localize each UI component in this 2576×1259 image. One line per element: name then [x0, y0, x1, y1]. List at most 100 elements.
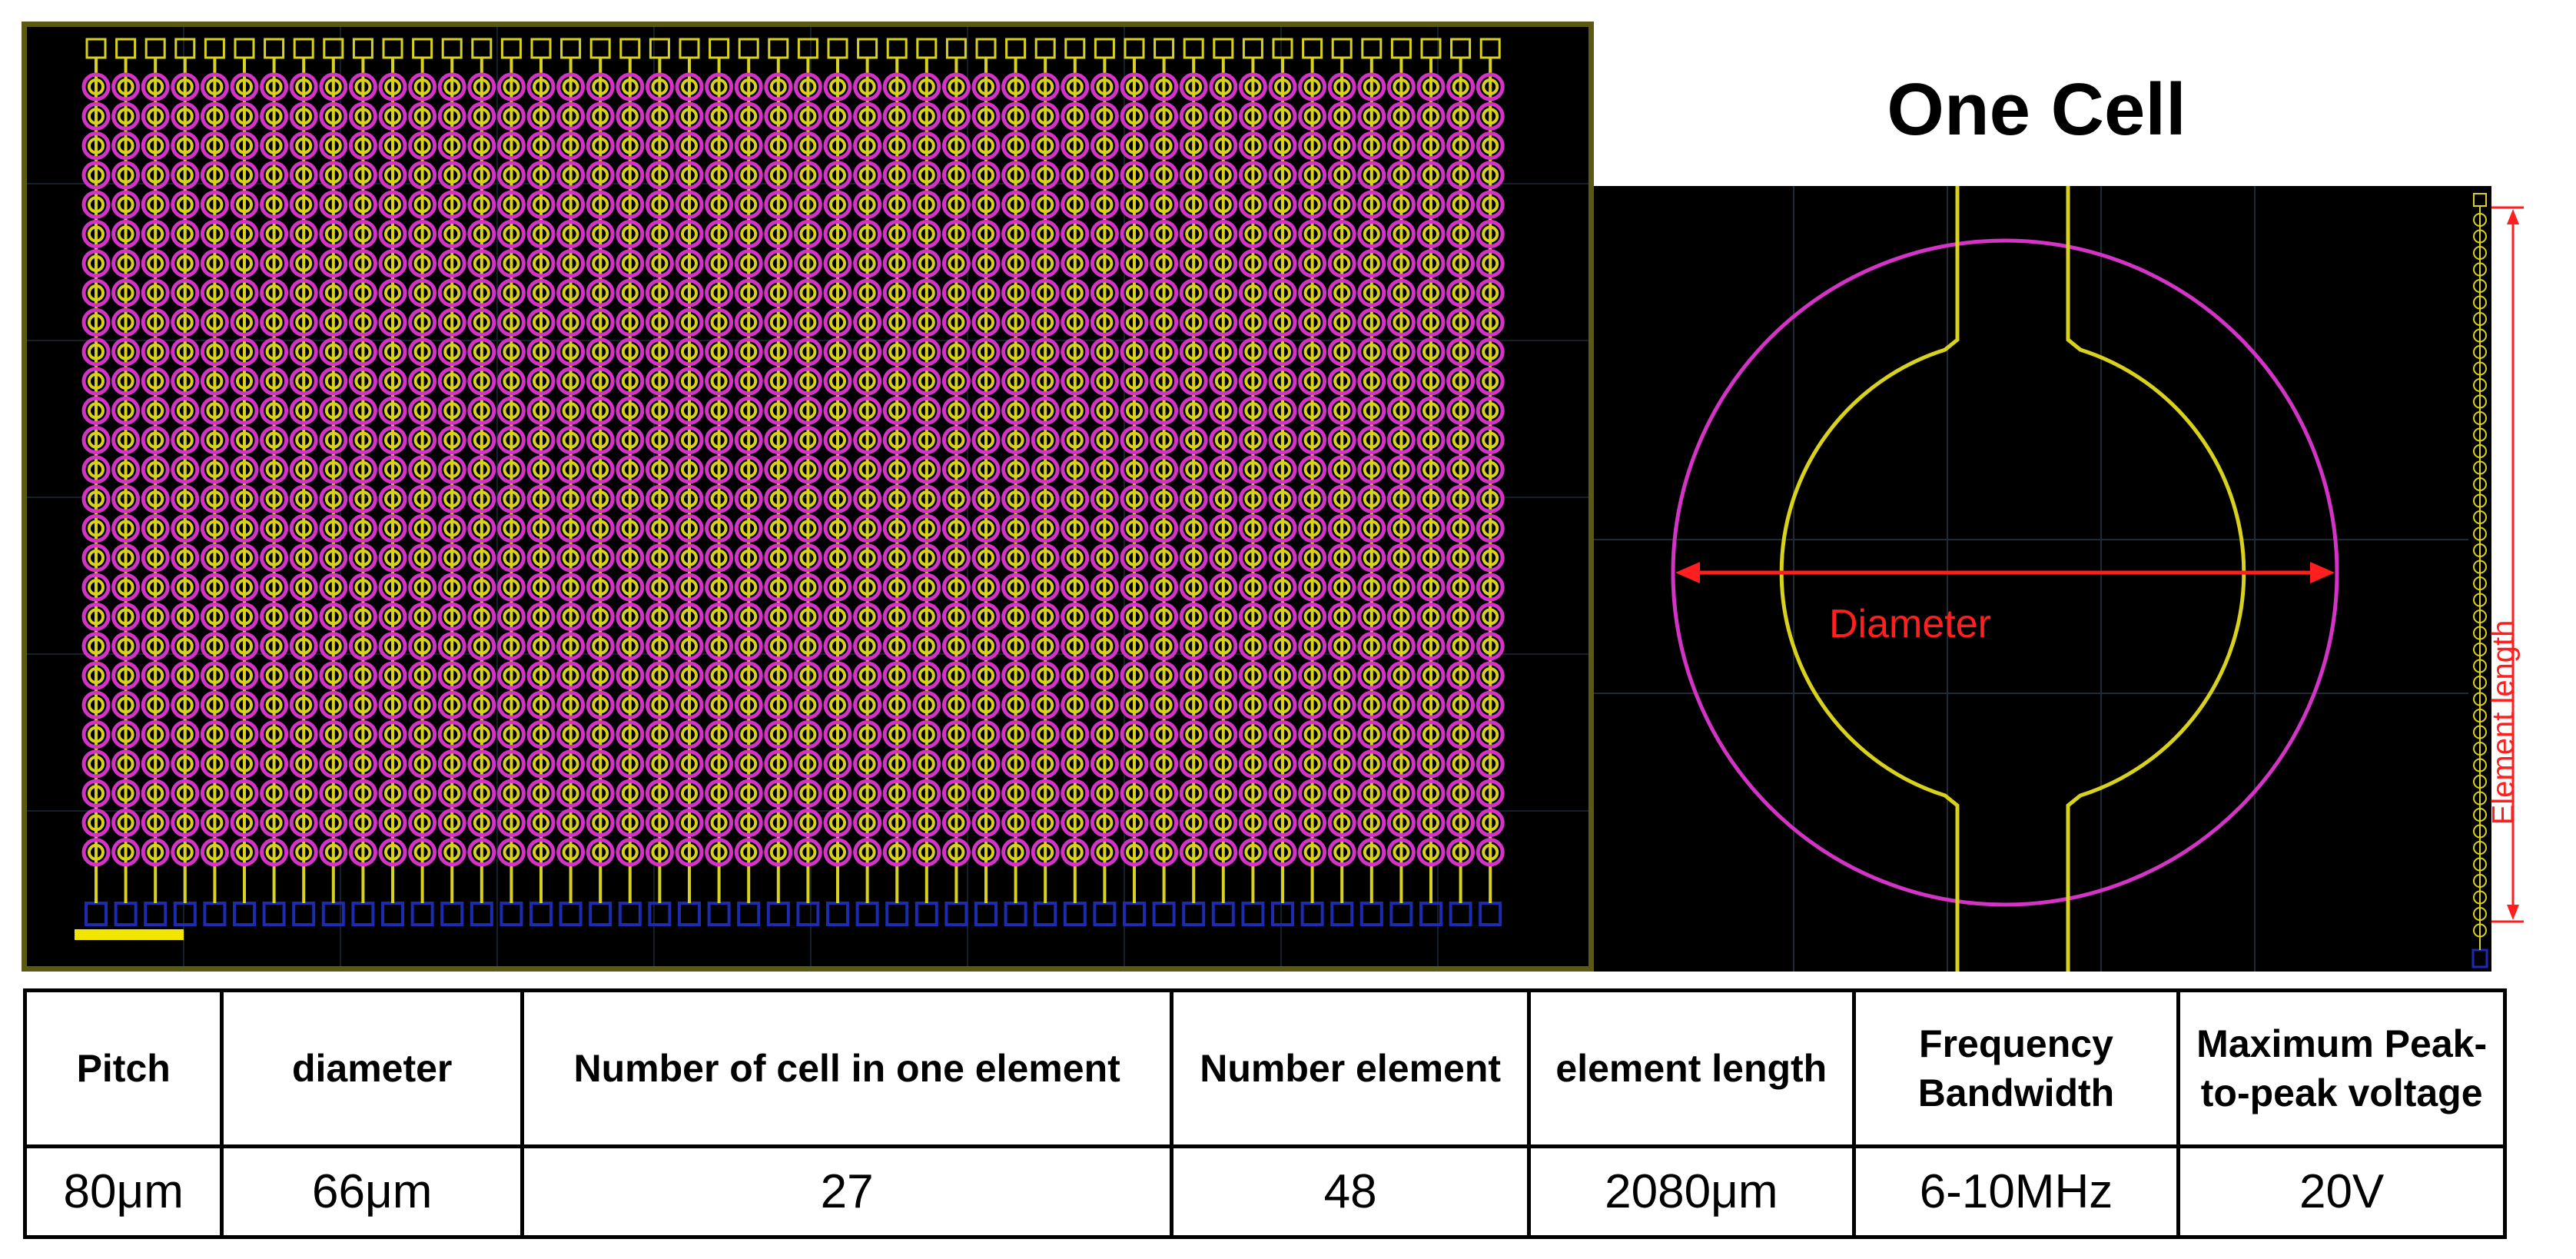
membrane-ring: [289, 220, 318, 248]
top-bond-pad: [293, 38, 314, 59]
membrane-ring: [467, 426, 496, 455]
electrode-ring: [621, 843, 639, 861]
membrane-ring: [734, 514, 763, 543]
membrane-ring: [1268, 337, 1297, 367]
electrode-ring: [1096, 225, 1114, 243]
membrane-ring: [1327, 690, 1356, 719]
electrode-ring: [681, 166, 698, 184]
membrane-ring: [1061, 220, 1090, 248]
membrane-ring: [1031, 131, 1060, 161]
electrode-ring: [503, 78, 520, 95]
electrode-ring: [1244, 814, 1262, 832]
array-element-column: [764, 38, 793, 926]
electrode-ring: [948, 460, 965, 478]
membrane-ring: [1357, 543, 1386, 573]
strip-cell: [2473, 328, 2487, 343]
membrane-ring: [1357, 396, 1386, 425]
membrane-ring: [734, 484, 763, 513]
strip-cell: [2473, 857, 2487, 872]
membrane-ring: [1416, 220, 1446, 248]
membrane-ring: [1238, 543, 1267, 573]
membrane-ring: [882, 749, 911, 779]
top-electrode-outline: [1779, 186, 2246, 972]
membrane-ring: [260, 307, 289, 337]
electrode-ring: [562, 490, 579, 508]
membrane-ring: [586, 161, 615, 190]
electrode-ring: [88, 196, 105, 214]
membrane-ring: [912, 249, 941, 278]
membrane-ring: [823, 220, 852, 248]
electrode-ring: [740, 667, 758, 684]
membrane-ring: [408, 426, 437, 455]
bottom-bond-pad: [648, 902, 672, 926]
membrane-ring: [496, 101, 526, 131]
array-element-column: [1268, 38, 1297, 926]
membrane-ring: [1268, 396, 1297, 425]
membrane-ring: [260, 661, 289, 690]
electrode-ring: [354, 460, 372, 478]
electrode-ring: [1244, 254, 1262, 272]
header-diameter: diameter: [220, 988, 524, 1148]
membrane-ring: [319, 484, 348, 513]
electrode-ring: [1333, 402, 1351, 420]
membrane-ring: [1001, 779, 1031, 808]
membrane-ring: [1150, 455, 1179, 484]
electrode-ring: [503, 284, 520, 302]
electrode-ring: [503, 608, 520, 626]
membrane-ring: [378, 426, 407, 455]
electrode-ring: [948, 696, 965, 714]
membrane-ring: [1238, 161, 1267, 190]
membrane-ring: [645, 749, 674, 779]
membrane-ring: [823, 426, 852, 455]
electrode-ring: [681, 608, 698, 626]
membrane-ring: [1298, 543, 1327, 573]
membrane-ring: [1446, 720, 1476, 749]
electrode-ring: [533, 814, 549, 832]
electrode-ring: [769, 431, 787, 449]
electrode-ring: [88, 520, 105, 537]
membrane-ring: [705, 278, 734, 307]
electrode-ring: [384, 254, 401, 272]
electrode-ring: [295, 814, 313, 832]
array-element-column: [526, 38, 556, 926]
electrode-ring: [651, 785, 669, 802]
electrode-ring: [1185, 343, 1203, 360]
electrode-ring: [948, 196, 965, 214]
membrane-ring: [645, 809, 674, 837]
electrode-ring: [858, 667, 876, 684]
electrode-ring: [1066, 196, 1084, 214]
electrode-ring: [1363, 431, 1380, 449]
electrode-ring: [503, 402, 520, 420]
electrode-ring: [740, 696, 758, 714]
electrode-ring: [1333, 431, 1351, 449]
electrode-ring: [1393, 520, 1410, 537]
membrane-ring: [971, 161, 1001, 190]
membrane-ring: [1001, 367, 1031, 396]
electrode-ring: [1096, 637, 1114, 655]
membrane-ring: [764, 632, 793, 661]
membrane-ring: [1179, 543, 1208, 573]
membrane-ring: [1268, 838, 1297, 867]
electrode-ring: [918, 490, 935, 508]
electrode-ring: [1333, 520, 1351, 537]
membrane-ring: [912, 307, 941, 337]
membrane-ring: [289, 131, 318, 161]
electrode-ring: [710, 490, 728, 508]
electrode-ring: [1007, 196, 1024, 214]
electrode-ring: [443, 579, 461, 596]
electrode-ring: [1363, 225, 1380, 243]
membrane-ring: [1031, 278, 1060, 307]
top-bond-pad: [352, 38, 373, 59]
membrane-ring: [200, 749, 229, 779]
electrode-ring: [858, 402, 876, 420]
electrode-ring: [829, 667, 846, 684]
membrane-ring: [1386, 749, 1416, 779]
membrane-ring: [1209, 779, 1238, 808]
membrane-ring: [912, 690, 941, 719]
electrode-ring: [1393, 843, 1410, 861]
electrode-ring: [265, 785, 283, 802]
membrane-ring: [467, 838, 496, 867]
electrode-ring: [503, 460, 520, 478]
membrane-ring: [734, 337, 763, 367]
membrane-ring: [1476, 543, 1505, 573]
